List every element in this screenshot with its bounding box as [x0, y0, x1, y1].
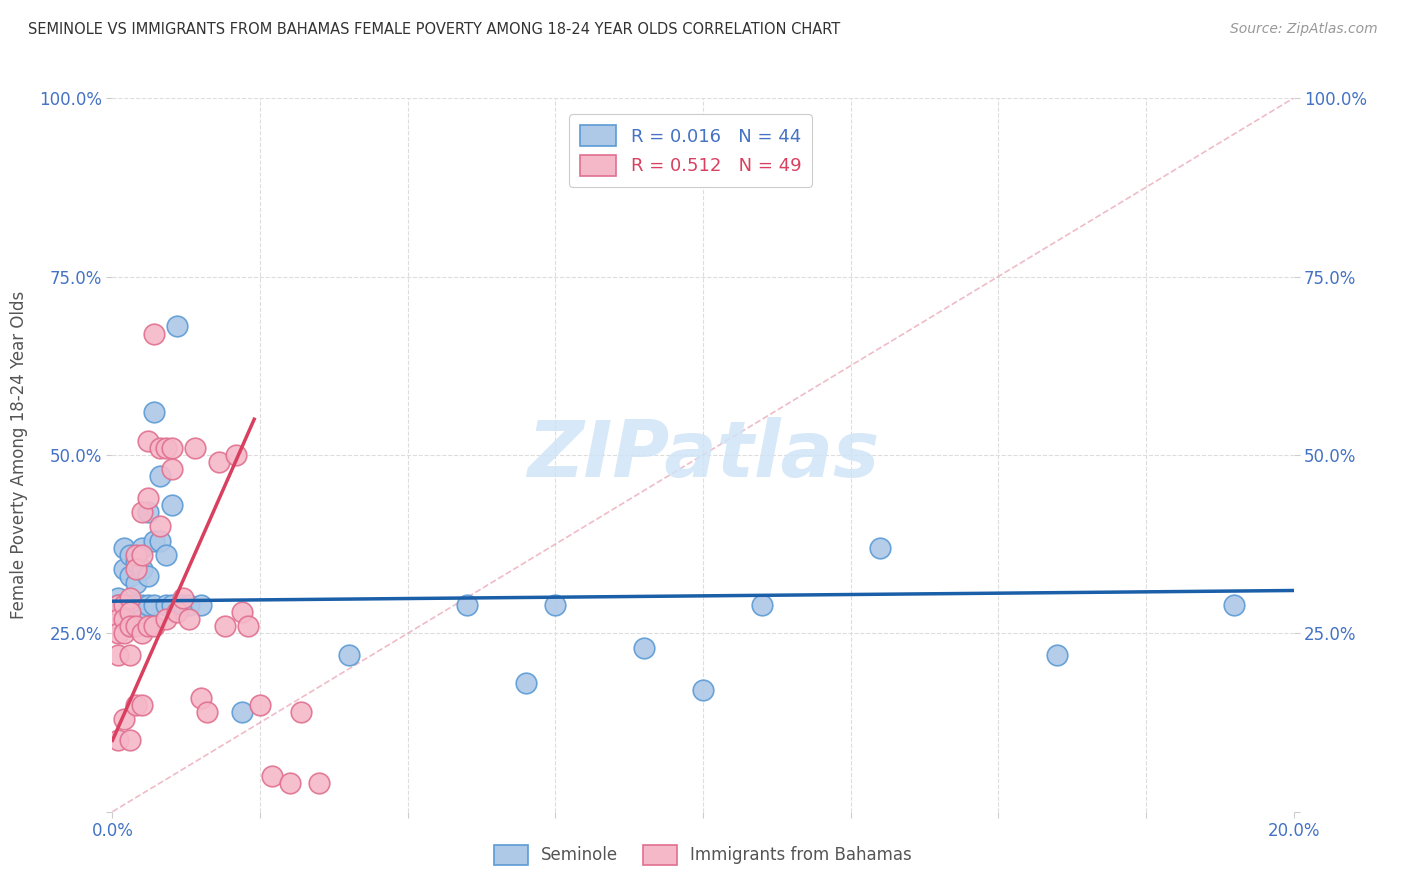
Point — [149, 441, 172, 455]
Point — [166, 605, 188, 619]
Point — [131, 598, 153, 612]
Point — [120, 598, 142, 612]
Legend: Seminole, Immigrants from Bahamas: Seminole, Immigrants from Bahamas — [488, 838, 918, 871]
Point — [751, 598, 773, 612]
Point — [190, 598, 212, 612]
Point — [214, 619, 236, 633]
Point — [131, 562, 153, 576]
Y-axis label: Female Poverty Among 18-24 Year Olds: Female Poverty Among 18-24 Year Olds — [10, 291, 28, 619]
Point — [1223, 598, 1246, 612]
Point — [125, 619, 148, 633]
Point — [112, 712, 135, 726]
Point — [136, 491, 159, 505]
Point — [172, 591, 194, 605]
Point — [238, 619, 260, 633]
Point — [149, 519, 172, 533]
Point — [260, 769, 283, 783]
Point — [278, 776, 301, 790]
Point — [125, 698, 148, 712]
Point — [633, 640, 655, 655]
Point — [136, 569, 159, 583]
Point — [142, 598, 165, 612]
Point — [172, 598, 194, 612]
Point — [149, 533, 172, 548]
Point — [249, 698, 271, 712]
Point — [131, 626, 153, 640]
Point — [120, 591, 142, 605]
Point — [179, 612, 201, 626]
Point — [125, 555, 148, 569]
Point — [120, 605, 142, 619]
Point — [112, 612, 135, 626]
Point — [208, 455, 231, 469]
Point — [290, 705, 312, 719]
Point — [544, 598, 567, 612]
Point — [155, 548, 177, 562]
Point — [149, 469, 172, 483]
Point — [136, 434, 159, 448]
Point — [142, 405, 165, 419]
Point — [515, 676, 537, 690]
Point — [142, 326, 165, 341]
Point — [155, 598, 177, 612]
Point — [160, 498, 183, 512]
Point — [131, 548, 153, 562]
Point — [112, 626, 135, 640]
Point — [120, 569, 142, 583]
Point — [107, 626, 129, 640]
Point — [107, 733, 129, 747]
Point — [120, 733, 142, 747]
Text: SEMINOLE VS IMMIGRANTS FROM BAHAMAS FEMALE POVERTY AMONG 18-24 YEAR OLDS CORRELA: SEMINOLE VS IMMIGRANTS FROM BAHAMAS FEMA… — [28, 22, 841, 37]
Point — [136, 598, 159, 612]
Point — [308, 776, 330, 790]
Point — [125, 562, 148, 576]
Point — [155, 612, 177, 626]
Point — [125, 576, 148, 591]
Point — [107, 591, 129, 605]
Point — [131, 698, 153, 712]
Point — [136, 619, 159, 633]
Point — [142, 619, 165, 633]
Point — [142, 533, 165, 548]
Point — [231, 605, 253, 619]
Point — [107, 598, 129, 612]
Point — [160, 462, 183, 476]
Point — [869, 541, 891, 555]
Point — [190, 690, 212, 705]
Point — [131, 612, 153, 626]
Point — [136, 505, 159, 519]
Point — [131, 505, 153, 519]
Point — [107, 612, 129, 626]
Point — [456, 598, 478, 612]
Point — [125, 548, 148, 562]
Point — [112, 598, 135, 612]
Text: Source: ZipAtlas.com: Source: ZipAtlas.com — [1230, 22, 1378, 37]
Point — [120, 548, 142, 562]
Text: ZIPatlas: ZIPatlas — [527, 417, 879, 493]
Point — [160, 441, 183, 455]
Point — [107, 648, 129, 662]
Point — [225, 448, 247, 462]
Point — [112, 598, 135, 612]
Point — [184, 441, 207, 455]
Point — [120, 648, 142, 662]
Point — [120, 612, 142, 626]
Point — [160, 598, 183, 612]
Point — [155, 441, 177, 455]
Point — [125, 612, 148, 626]
Point — [131, 541, 153, 555]
Point — [120, 619, 142, 633]
Point — [195, 705, 218, 719]
Point — [337, 648, 360, 662]
Point — [107, 598, 129, 612]
Point — [692, 683, 714, 698]
Point — [1046, 648, 1069, 662]
Point — [231, 705, 253, 719]
Point — [112, 562, 135, 576]
Point — [112, 541, 135, 555]
Point — [125, 598, 148, 612]
Point — [179, 598, 201, 612]
Point — [166, 319, 188, 334]
